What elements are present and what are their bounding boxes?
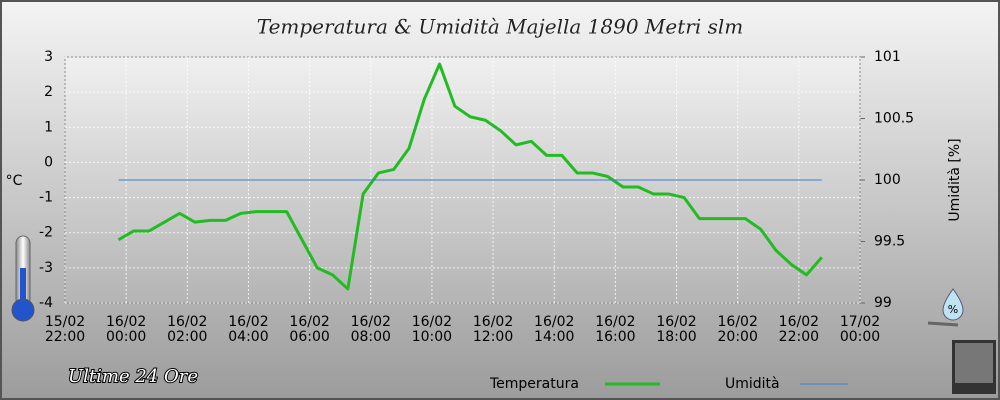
humidity-icon: % <box>927 288 964 327</box>
subtitle: Ultime 24 Ore <box>68 366 198 387</box>
x-tick-label: 17/02 00:00 <box>839 314 881 345</box>
y-tick-label: 3 <box>44 49 53 65</box>
x-tick-label: 16/02 18:00 <box>656 314 697 345</box>
x-tick-label: 16/02 08:00 <box>350 314 391 345</box>
y-tick-label: 1 <box>44 119 53 135</box>
y-tick-label: -3 <box>39 260 53 276</box>
x-tick-label: 16/02 10:00 <box>411 314 453 345</box>
y2-tick-label: 99.5 <box>874 234 905 250</box>
y-tick-label: -1 <box>39 190 53 206</box>
x-tick-label: 16/02 14:00 <box>534 314 575 345</box>
x-tick-label: 16/02 20:00 <box>717 314 758 345</box>
x-tick-label: 16/02 04:00 <box>228 314 269 345</box>
x-tick-label: 16/02 06:00 <box>289 314 330 345</box>
svg-text:%: % <box>948 303 958 316</box>
thermometer-icon <box>11 235 35 322</box>
x-tick-label: 16/02 12:00 <box>472 314 514 345</box>
y-axis-label: °C <box>6 173 23 189</box>
y-tick-label: 0 <box>44 154 53 170</box>
y2-tick-label: 99 <box>874 295 892 311</box>
y2-axis-label: Umidità [%] <box>947 138 963 221</box>
x-tick-label: 15/02 22:00 <box>44 314 86 345</box>
logo <box>952 340 996 394</box>
y2-tick-label: 101 <box>874 49 901 65</box>
chart-title: Temperatura & Umidità Majella 1890 Metri… <box>257 15 743 39</box>
legend-label: Umidità <box>725 376 780 392</box>
legend-label: Temperatura <box>489 376 579 392</box>
y2-tick-label: 100.5 <box>874 111 914 127</box>
x-tick-label: 16/02 16:00 <box>595 314 636 345</box>
y-tick-label: -2 <box>39 225 53 241</box>
y-tick-label: -4 <box>39 295 53 311</box>
x-tick-label: 16/02 22:00 <box>778 314 820 345</box>
line <box>117 62 823 291</box>
x-tick-label: 16/02 02:00 <box>167 314 208 345</box>
x-tick-label: 16/02 00:00 <box>105 314 147 345</box>
y2-tick-label: 100 <box>874 172 901 188</box>
y-tick-label: 2 <box>44 84 53 100</box>
